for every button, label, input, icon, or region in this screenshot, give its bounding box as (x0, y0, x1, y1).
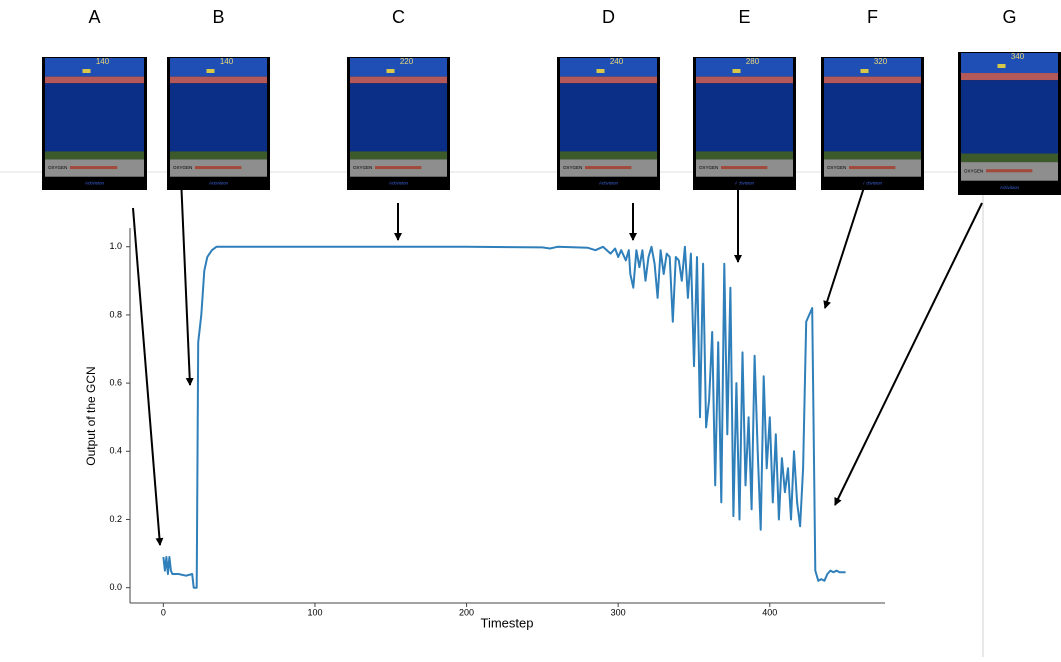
sub (732, 69, 741, 73)
y-tick-label: 1.0 (109, 241, 122, 251)
sky (560, 58, 657, 77)
oxygen-bar (70, 166, 118, 170)
panel-letter: G (1002, 7, 1016, 27)
logo: Activision (85, 181, 105, 186)
horizon (45, 76, 144, 84)
data-line (162, 245, 846, 589)
seabed (170, 151, 267, 160)
logo: Activision (389, 181, 409, 186)
sub (997, 64, 1006, 68)
seabed (350, 151, 447, 160)
seabed (696, 151, 793, 160)
x-tick-label: 100 (307, 607, 322, 617)
logo: Activision (599, 181, 619, 186)
water (45, 83, 144, 153)
sub (386, 69, 395, 73)
oxygen-bar (986, 169, 1033, 173)
panel-letter: B (212, 7, 224, 27)
water (961, 80, 1058, 155)
sub (860, 69, 869, 73)
horizon (560, 76, 657, 84)
logo: Activision (863, 181, 883, 186)
score: 280 (746, 57, 760, 66)
x-axis-label: Timestep (481, 615, 534, 630)
arrow (180, 177, 194, 386)
oxygen-label: OXYGEN (964, 169, 983, 174)
y-tick-label: 0.6 (109, 377, 122, 387)
score: 220 (400, 57, 414, 66)
water (696, 83, 793, 153)
seabed (560, 151, 657, 160)
logo: Activision (1000, 185, 1020, 190)
y-tick-label: 0.2 (109, 514, 122, 524)
y-tick-label: 0.0 (109, 582, 122, 592)
sky (45, 58, 144, 77)
oxygen-label: OXYGEN (353, 165, 372, 170)
seabed (824, 151, 921, 160)
oxygen-bar (195, 166, 242, 170)
oxygen-bar (849, 166, 896, 170)
x-tick-label: 300 (611, 607, 626, 617)
logo: Activision (735, 181, 755, 186)
sky (961, 53, 1058, 74)
horizon (170, 76, 267, 84)
panel-letter: A (88, 7, 100, 27)
game-frame: 140 OXYGEN Activision (42, 57, 147, 190)
water (560, 83, 657, 153)
sky (350, 58, 447, 77)
oxygen-bar (585, 166, 632, 170)
panel-letter: F (867, 7, 878, 27)
panel-letter: C (392, 7, 405, 27)
oxygen-label: OXYGEN (699, 165, 718, 170)
score: 320 (874, 57, 888, 66)
panel-letter: E (738, 7, 750, 27)
oxygen-label: OXYGEN (173, 165, 192, 170)
sub (206, 69, 215, 73)
y-tick-label: 0.4 (109, 446, 122, 456)
water (170, 83, 267, 153)
x-tick-label: 200 (459, 607, 474, 617)
game-frame: 140 OXYGEN Activision (167, 57, 270, 190)
score: 140 (220, 57, 234, 66)
y-axis-label: Output of the GCN (84, 366, 98, 465)
water (350, 83, 447, 153)
seabed (45, 151, 144, 160)
sub (82, 69, 91, 73)
sky (170, 58, 267, 77)
score: 140 (96, 57, 110, 66)
arrow (132, 207, 164, 546)
oxygen-label: OXYGEN (48, 165, 67, 170)
score: 340 (1011, 52, 1025, 61)
game-frame: 220 OXYGEN Activision (347, 57, 450, 190)
score: 240 (610, 57, 624, 66)
oxygen-label: OXYGEN (563, 165, 582, 170)
sky (824, 58, 921, 77)
game-frame: 340 OXYGEN Activision (958, 52, 1061, 195)
sky (696, 58, 793, 77)
panel-letter: D (602, 7, 615, 27)
arrow (834, 202, 983, 506)
seabed (961, 153, 1058, 163)
horizon (350, 76, 447, 84)
horizon (824, 76, 921, 84)
game-frame: 320 OXYGEN Activision (821, 57, 924, 190)
horizon (696, 76, 793, 84)
oxygen-bar (375, 166, 422, 170)
horizon (961, 73, 1058, 81)
oxygen-bar (721, 166, 768, 170)
y-tick-label: 0.8 (109, 309, 122, 319)
x-tick-label: 0 (161, 607, 166, 617)
oxygen-label: OXYGEN (827, 165, 846, 170)
sub (596, 69, 605, 73)
game-frame: 280 OXYGEN Activision (693, 57, 796, 190)
arrow (823, 177, 868, 309)
water (824, 83, 921, 153)
game-frame: 240 OXYGEN Activision (557, 57, 660, 190)
logo: Activision (209, 181, 229, 186)
x-tick-label: 400 (762, 607, 777, 617)
